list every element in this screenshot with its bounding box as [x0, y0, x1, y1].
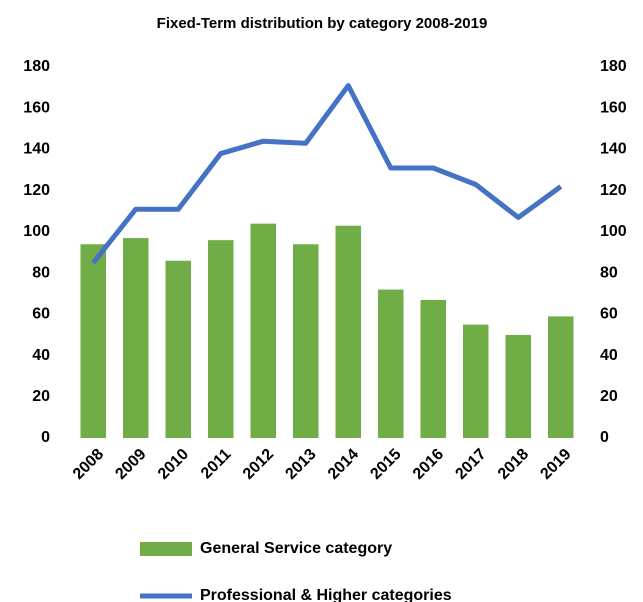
y2-tick-label: 160: [600, 99, 627, 116]
bar: [208, 240, 234, 438]
bar: [505, 334, 531, 438]
x-tick-label: 2010: [155, 446, 192, 483]
x-tick-label: 2015: [367, 446, 404, 483]
x-tick-label: 2019: [537, 446, 574, 483]
x-tick-label: 2012: [240, 446, 277, 483]
x-tick-label: 2018: [495, 446, 532, 483]
y2-tick-label: 20: [600, 388, 618, 405]
bar: [335, 225, 361, 438]
bar: [420, 299, 446, 438]
y-tick-label: 80: [32, 264, 50, 281]
bar: [165, 260, 191, 438]
y2-tick-label: 40: [600, 347, 618, 364]
y2-tick-label: 140: [600, 141, 627, 158]
bar: [378, 289, 404, 438]
bar: [123, 238, 149, 438]
bar: [548, 316, 574, 438]
x-tick-label: 2008: [70, 446, 107, 483]
legend-label: Professional & Higher categories: [200, 587, 452, 602]
x-tick-label: 2009: [112, 446, 149, 483]
y2-tick-label: 80: [600, 264, 618, 281]
y2-tick-label: 100: [600, 223, 627, 240]
legend-swatch: [140, 542, 192, 556]
bar: [80, 244, 106, 438]
y-tick-label: 140: [23, 141, 50, 158]
x-tick-label: 2013: [282, 446, 319, 483]
y2-tick-label: 120: [600, 182, 627, 199]
bar: [463, 324, 489, 438]
y-tick-label: 180: [23, 58, 50, 75]
y2-tick-label: 0: [600, 429, 609, 446]
legend-label: General Service category: [200, 540, 392, 557]
y-tick-label: 20: [32, 388, 50, 405]
bar: [293, 244, 319, 438]
x-tick-label: 2011: [198, 446, 235, 483]
y2-tick-label: 180: [600, 58, 627, 75]
y-tick-label: 60: [32, 306, 50, 323]
line: [91, 83, 563, 265]
y-tick-label: 100: [23, 223, 50, 240]
y-tick-label: 120: [23, 182, 50, 199]
x-tick-label: 2016: [410, 446, 447, 483]
y2-tick-label: 60: [600, 306, 618, 323]
x-tick-label: 2017: [452, 446, 489, 483]
y-tick-label: 160: [23, 99, 50, 116]
y-tick-label: 0: [41, 429, 50, 446]
y-tick-label: 40: [32, 347, 50, 364]
chart-title: Fixed-Term distribution by category 2008…: [157, 15, 488, 32]
bar: [250, 223, 276, 438]
x-tick-label: 2014: [325, 446, 362, 483]
